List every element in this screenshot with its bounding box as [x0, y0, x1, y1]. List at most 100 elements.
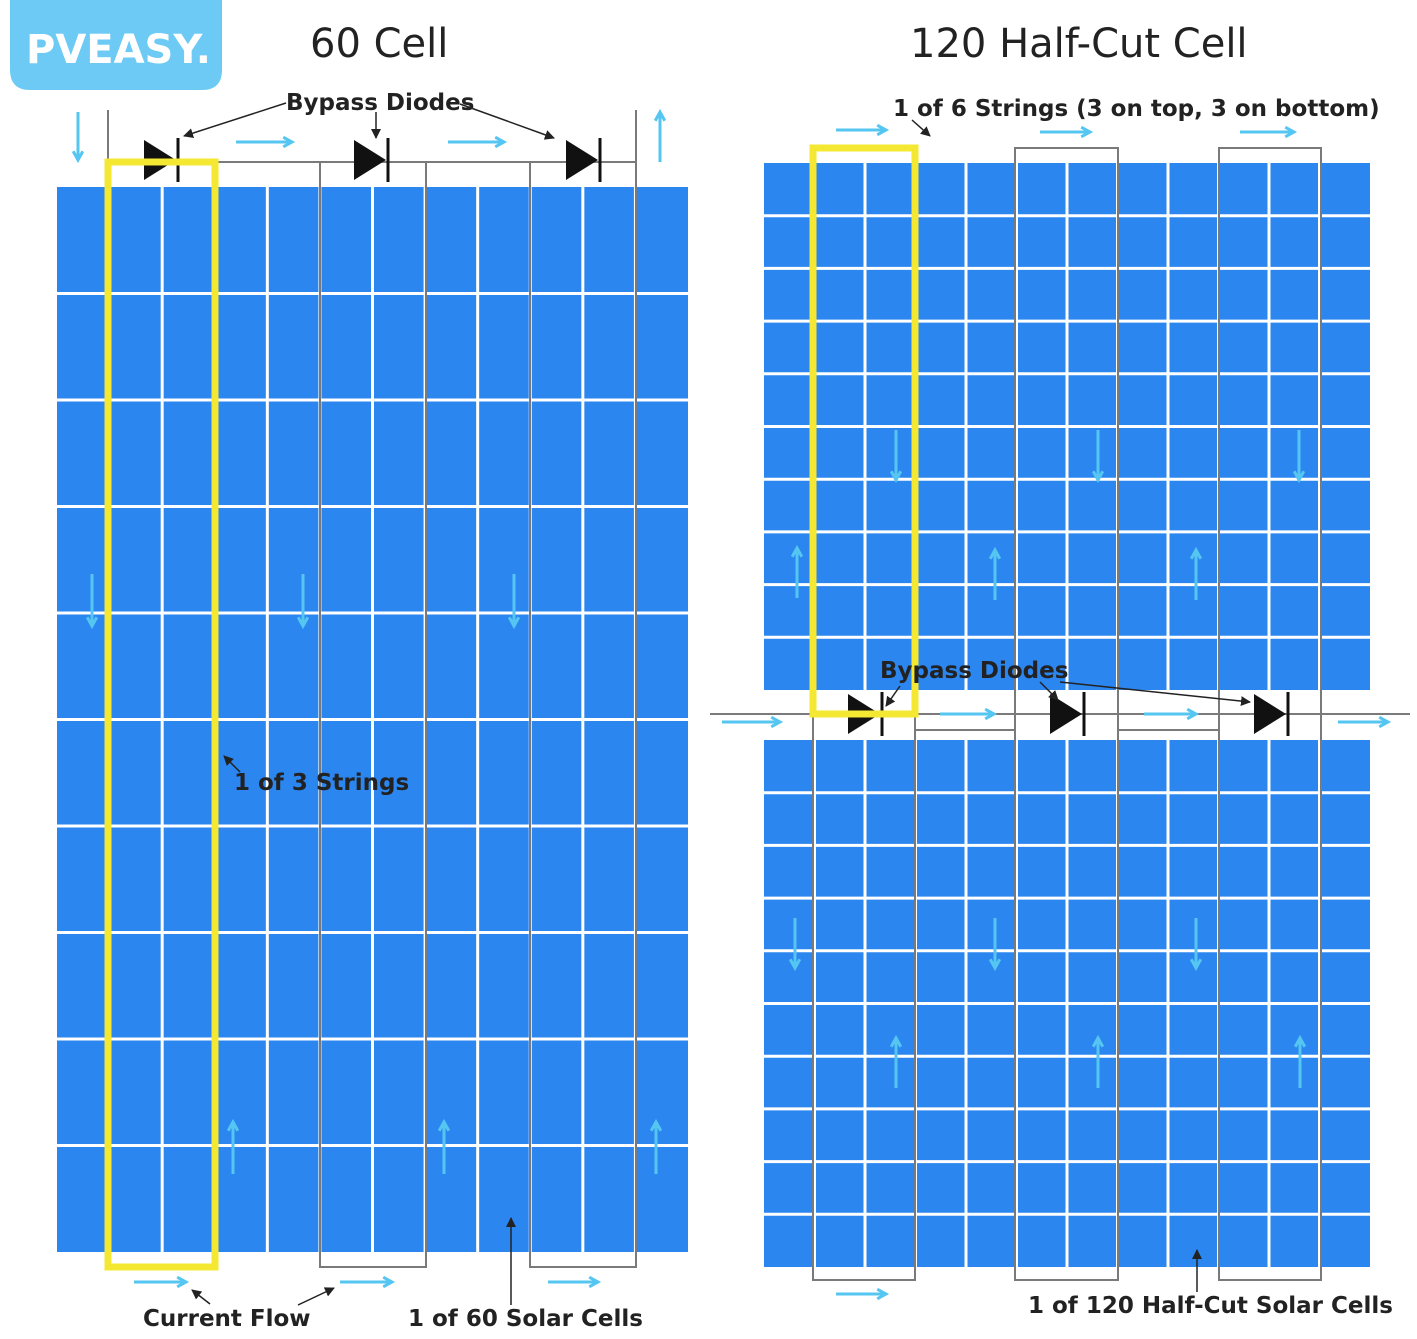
solar-cell [163, 508, 214, 612]
solar-cell [917, 480, 965, 531]
arrow-head [296, 616, 310, 630]
solar-cell [917, 741, 965, 792]
solar-cell [216, 614, 266, 718]
arrow-head [876, 1287, 890, 1301]
solar-cell [479, 188, 529, 292]
solar-cell [1119, 586, 1167, 636]
solar-cell [636, 401, 687, 505]
solar-cell [321, 1040, 371, 1144]
solar-cell [1068, 164, 1116, 215]
solar-cell [1068, 1005, 1116, 1055]
solar-cell [1220, 217, 1268, 267]
solar-cell [1068, 428, 1116, 478]
solar-cell [816, 1005, 864, 1055]
arrow-head [382, 1275, 396, 1289]
arrow-head [226, 1118, 240, 1132]
solar-cell [1169, 1057, 1217, 1108]
solar-cell [866, 638, 914, 689]
solar-cell [216, 827, 266, 931]
solar-cell [479, 295, 529, 399]
solar-cell [1220, 899, 1268, 950]
solar-cell [917, 375, 965, 425]
solar-cell [816, 480, 864, 531]
solar-cell [111, 827, 161, 931]
solar-cell [1018, 952, 1066, 1002]
solar-cell [479, 1040, 529, 1144]
solar-cell [1018, 846, 1066, 897]
label-one-of-60-cells: 1 of 60 Solar Cells [408, 1306, 643, 1332]
solar-cell [111, 1040, 161, 1144]
center-loop-wire [1117, 714, 1220, 731]
solar-cell [216, 721, 266, 825]
solar-cell [1169, 1005, 1217, 1055]
solar-cell [816, 741, 864, 792]
solar-cell [1169, 846, 1217, 897]
loop-wire [812, 1267, 916, 1281]
arrow-head [1293, 1034, 1307, 1048]
solar-cell [1321, 533, 1369, 584]
arrow-head [1284, 125, 1298, 139]
solar-cell [765, 1215, 813, 1266]
solar-cell [1321, 1005, 1369, 1055]
solar-cell [584, 614, 634, 718]
solar-cell [1169, 1163, 1217, 1213]
solar-cell [765, 217, 813, 267]
loop-wire [529, 1252, 637, 1268]
solar-cell [1270, 480, 1318, 531]
bypass-diode-icon [566, 140, 598, 180]
solar-cell [816, 846, 864, 897]
solar-cell [1169, 1110, 1217, 1161]
solar-cell [816, 322, 864, 373]
solar-cell [866, 375, 914, 425]
solar-cell [374, 1040, 424, 1144]
solar-cell [1068, 217, 1116, 267]
solar-cell [58, 1040, 109, 1144]
solar-cell [374, 614, 424, 718]
solar-cell [917, 899, 965, 950]
solar-cell [866, 428, 914, 478]
solar-cell [1068, 1057, 1116, 1108]
solar-cell [1220, 1110, 1268, 1161]
solar-cell [866, 1215, 914, 1266]
solar-cell [321, 614, 371, 718]
solar-cell [268, 614, 319, 718]
solar-cell [1270, 1110, 1318, 1161]
loop-wire [1014, 1267, 1119, 1281]
solar-cell [1220, 1163, 1268, 1213]
solar-cell [816, 428, 864, 478]
solar-cell [1018, 375, 1066, 425]
solar-cell [531, 934, 582, 1038]
solar-cell [816, 375, 864, 425]
solar-cell [479, 1147, 529, 1251]
solar-cell [917, 794, 965, 844]
solar-cell [1220, 428, 1268, 478]
solar-cell [636, 295, 687, 399]
arrow-head [988, 546, 1002, 560]
solar-cell [111, 934, 161, 1038]
solar-cell [816, 217, 864, 267]
solar-cell [1169, 322, 1217, 373]
solar-cell [1068, 533, 1116, 584]
arrow-head [282, 135, 296, 149]
solar-cell [216, 1147, 266, 1251]
solar-cell [531, 827, 582, 931]
solar-cell [1321, 638, 1369, 689]
solar-cell [1119, 638, 1167, 689]
solar-cell [1169, 480, 1217, 531]
solar-cell [1018, 1215, 1066, 1266]
solar-cell [866, 1110, 914, 1161]
solar-cell [816, 899, 864, 950]
solar-cell [1119, 1005, 1167, 1055]
solar-cell [917, 638, 965, 689]
solar-cell [1321, 846, 1369, 897]
solar-cell [1270, 1057, 1318, 1108]
solar-cell [917, 1163, 965, 1213]
solar-cell [765, 269, 813, 320]
annotation-leaders [183, 102, 1251, 1306]
solar-cell [1220, 638, 1268, 689]
solar-cell [426, 827, 477, 931]
label-bypass-diodes-120: Bypass Diodes [880, 658, 1068, 684]
loop-wire [319, 1252, 427, 1268]
solar-cell [765, 322, 813, 373]
solar-cell [1018, 899, 1066, 950]
